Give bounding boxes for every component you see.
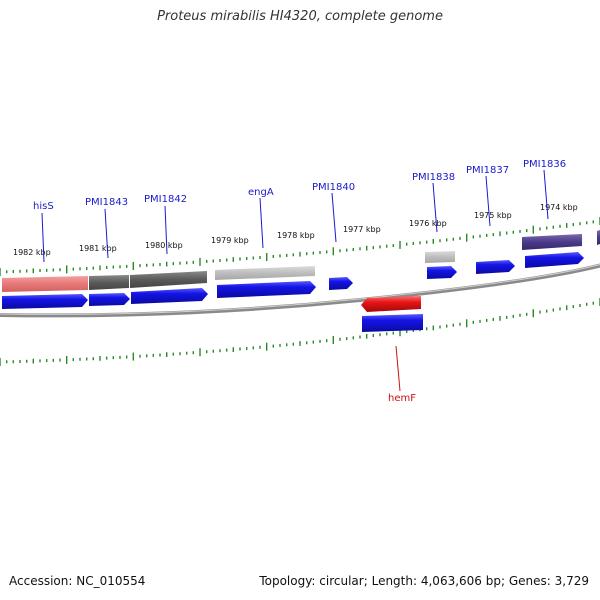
feature-pmi1836-bar[interactable] bbox=[522, 234, 582, 250]
callout-line-pmi1838 bbox=[432, 182, 438, 233]
cds-arrow-hemF[interactable] bbox=[361, 296, 421, 312]
cds-arrow-pmi1836[interactable] bbox=[525, 252, 584, 268]
accession-info: Accession: NC_010554 bbox=[9, 574, 145, 588]
cds-bar-hemF[interactable] bbox=[362, 314, 423, 332]
accession-value: NC_010554 bbox=[76, 574, 146, 588]
feature-pmi1843-bar[interactable] bbox=[89, 275, 129, 290]
kbp-label-1981: 1981 kbp bbox=[79, 244, 117, 253]
cds-arrow-pmi1837[interactable] bbox=[476, 260, 515, 274]
callout-line-hisS bbox=[41, 212, 45, 263]
feature-hisS-bar[interactable] bbox=[2, 276, 88, 292]
kbp-label-1976: 1976 kbp bbox=[409, 219, 447, 228]
cds-arrow-pmi1840[interactable] bbox=[329, 277, 353, 290]
feature-pmi1842-bar[interactable] bbox=[130, 271, 207, 288]
genes-value: 3,729 bbox=[554, 574, 589, 588]
cds-arrow-engA[interactable] bbox=[217, 281, 316, 298]
feature-edge-bar[interactable] bbox=[597, 230, 600, 245]
callout-line-pmi1840 bbox=[331, 192, 337, 243]
callout-line-pmi1843 bbox=[104, 208, 109, 259]
gene-label-engA[interactable]: engA bbox=[248, 187, 274, 198]
callout-line-hemF bbox=[395, 345, 401, 392]
gene-label-pmi1840[interactable]: PMI1840 bbox=[312, 182, 355, 193]
gene-label-pmi1842[interactable]: PMI1842 bbox=[144, 194, 187, 205]
genome-title: Proteus mirabilis HI4320, complete genom… bbox=[157, 9, 443, 24]
gene-label-hisS[interactable]: hisS bbox=[33, 201, 54, 212]
position-labels: 1982 kbp 1981 kbp 1980 kbp 1979 kbp 1978… bbox=[13, 203, 578, 257]
length-value: 4,063,606 bp bbox=[420, 574, 501, 588]
callout-line-engA bbox=[259, 197, 264, 249]
callout-line-pmi1837 bbox=[485, 175, 491, 227]
genome-backbone bbox=[0, 263, 600, 318]
cds-arrow-pmi1838[interactable] bbox=[427, 266, 457, 279]
gene-label-hemF[interactable]: hemF bbox=[388, 393, 416, 404]
callout-line-pmi1836 bbox=[543, 169, 549, 220]
cds-arrow-hisS[interactable] bbox=[2, 294, 88, 309]
kbp-label-1979: 1979 kbp bbox=[211, 236, 249, 245]
kbp-label-1982: 1982 kbp bbox=[13, 248, 51, 257]
gene-label-pmi1836[interactable]: PMI1836 bbox=[523, 159, 566, 170]
genome-stats: Topology: circular; Length: 4,063,606 bp… bbox=[259, 574, 589, 588]
genome-backbone-highlight bbox=[0, 264, 600, 315]
inner-tick-ring bbox=[0, 298, 600, 366]
feature-pmi1838-bar[interactable] bbox=[425, 251, 455, 263]
cds-track-forward bbox=[2, 252, 584, 309]
feature-engA-bar[interactable] bbox=[215, 266, 315, 280]
outer-tick-ring bbox=[0, 217, 600, 276]
cds-track-reverse bbox=[361, 296, 423, 332]
topology-label: Topology: bbox=[259, 574, 316, 588]
cds-arrow-pmi1842[interactable] bbox=[131, 288, 208, 304]
gene-callout-lines bbox=[41, 169, 549, 392]
gene-label-pmi1838[interactable]: PMI1838 bbox=[412, 172, 455, 183]
kbp-label-1975: 1975 kbp bbox=[474, 211, 512, 220]
kbp-label-1974: 1974 kbp bbox=[540, 203, 578, 212]
gene-label-pmi1843[interactable]: PMI1843 bbox=[85, 197, 128, 208]
feature-track-top bbox=[2, 230, 600, 292]
cds-arrow-pmi1843[interactable] bbox=[89, 293, 130, 306]
topology-value: circular bbox=[319, 574, 364, 588]
genes-label: Genes: bbox=[508, 574, 551, 588]
gene-label-pmi1837[interactable]: PMI1837 bbox=[466, 165, 509, 176]
kbp-label-1977: 1977 kbp bbox=[343, 225, 381, 234]
callout-line-pmi1842 bbox=[164, 205, 168, 255]
kbp-label-1980: 1980 kbp bbox=[145, 241, 183, 250]
accession-label: Accession: bbox=[9, 574, 73, 588]
gene-labels: hisS PMI1843 PMI1842 engA PMI1840 PMI183… bbox=[33, 159, 566, 404]
length-label: Length: bbox=[371, 574, 418, 588]
kbp-label-1978: 1978 kbp bbox=[277, 231, 315, 240]
